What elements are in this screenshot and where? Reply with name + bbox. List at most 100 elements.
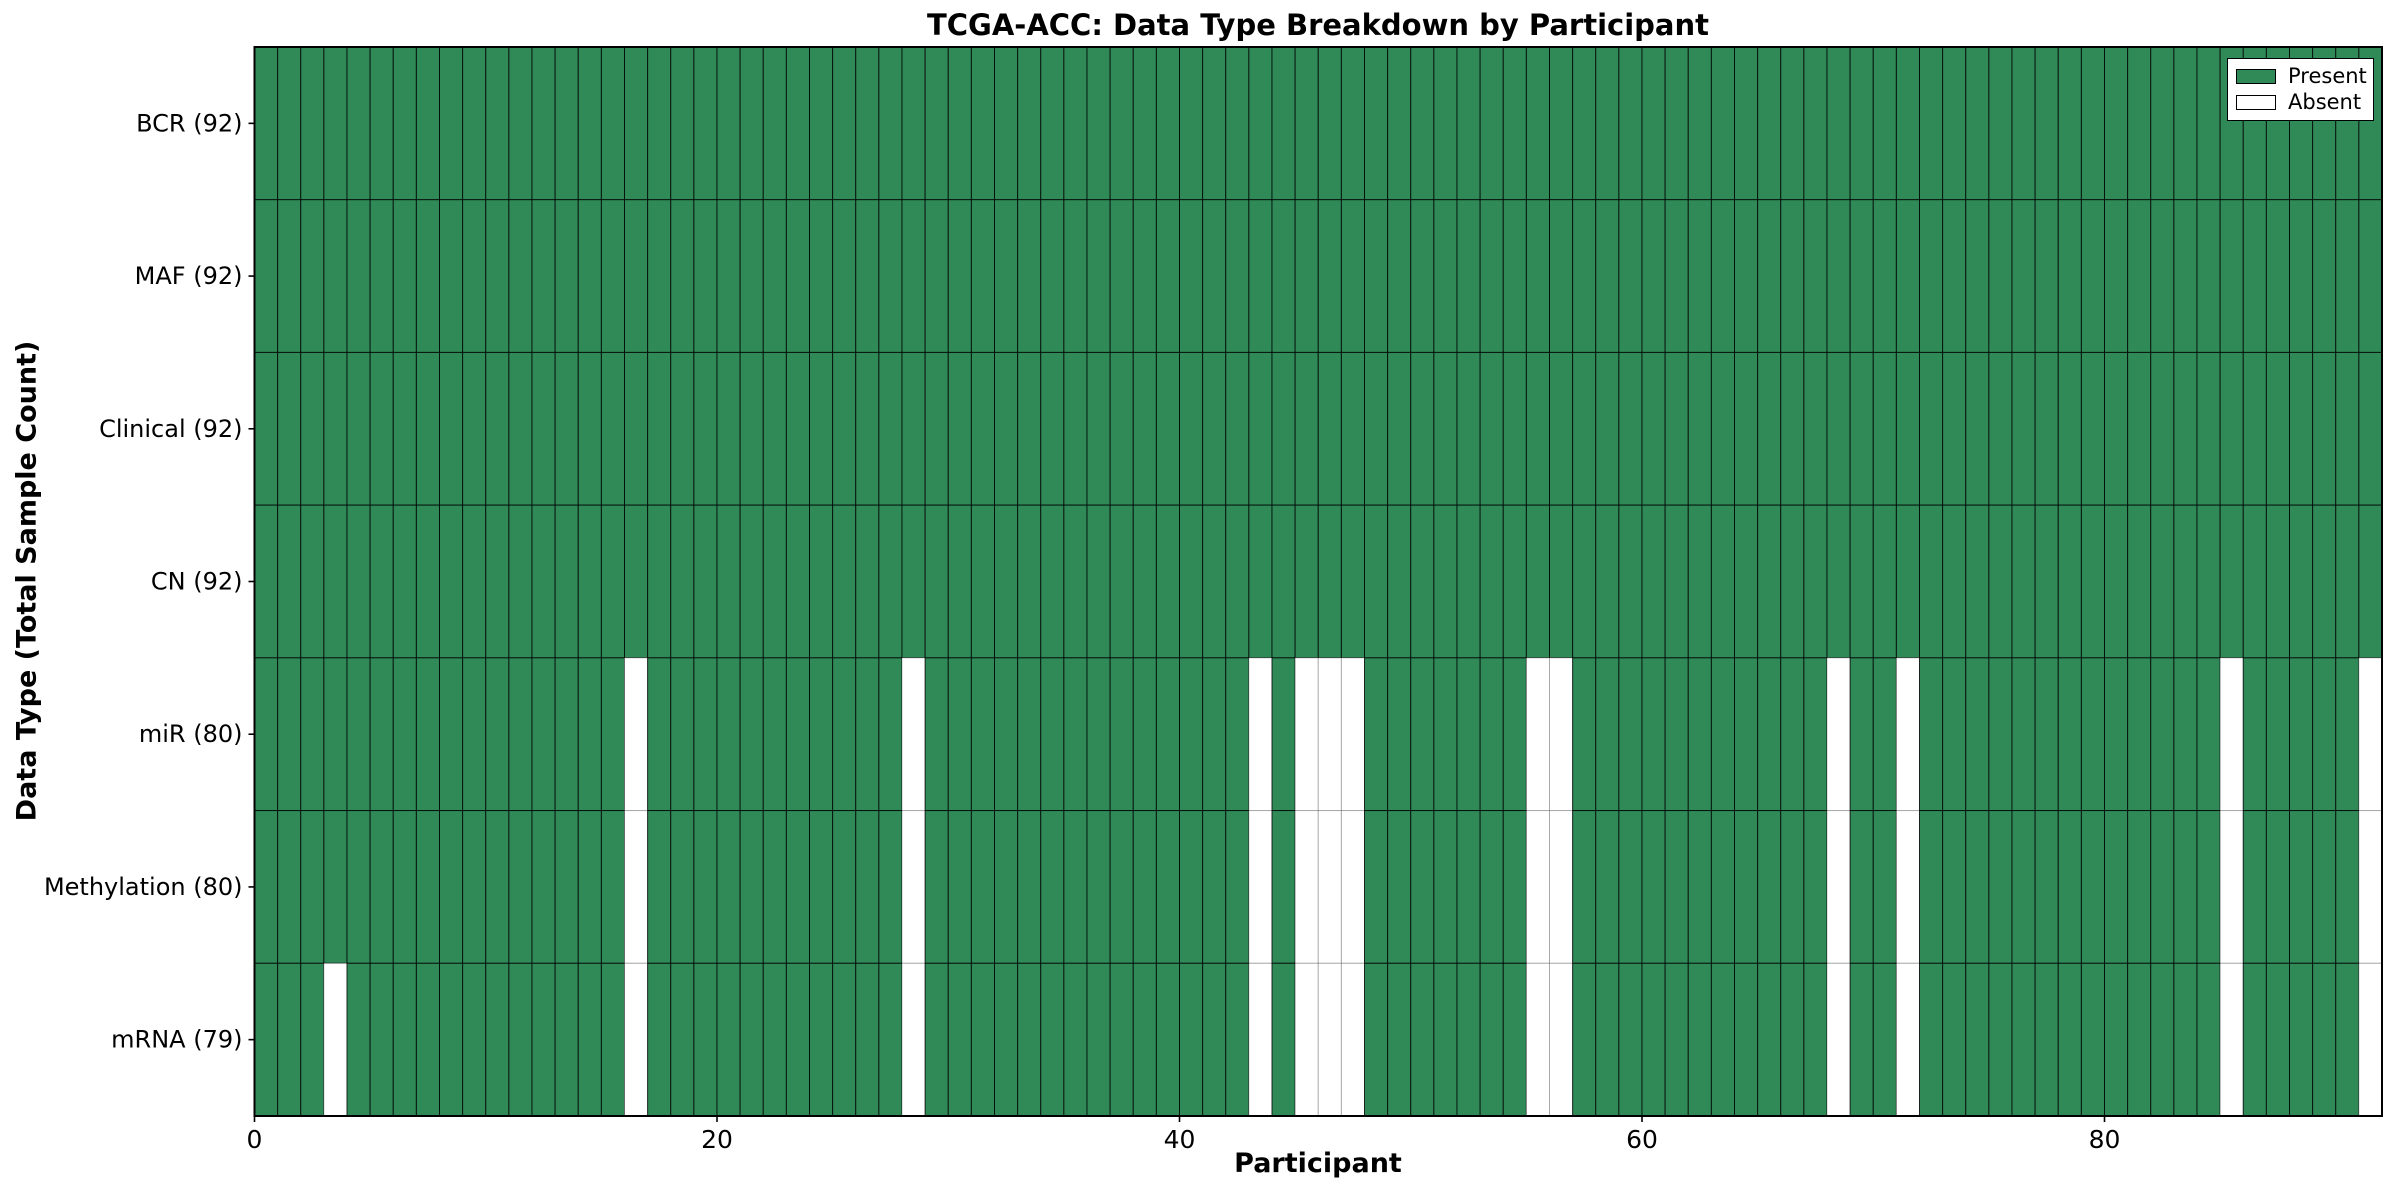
grid-cell [1294, 504, 1319, 659]
grid-cell [1364, 810, 1389, 964]
grid-cell [1456, 657, 1481, 812]
grid-cell [2150, 657, 2175, 812]
grid-cell [2312, 810, 2337, 964]
grid-cell [924, 810, 949, 964]
grid-cell [439, 962, 464, 1117]
grid-cell [2358, 657, 2383, 812]
grid-cell [1872, 962, 1897, 1117]
grid-cell [1595, 962, 1620, 1117]
grid-cell [1595, 46, 1620, 201]
grid-cell [323, 199, 348, 353]
x-axis-title: Participant [1234, 1148, 1402, 1179]
grid-cell [2034, 199, 2059, 353]
grid-cell [1780, 962, 1805, 1117]
grid-cell [600, 199, 626, 353]
grid-cell [994, 351, 1019, 506]
grid-cell [2011, 504, 2036, 659]
grid-cell [809, 962, 834, 1117]
grid-cell [762, 199, 787, 353]
grid-cell [2127, 657, 2152, 812]
grid-cell [832, 199, 857, 353]
grid-cell [832, 962, 857, 1117]
grid-cell [1155, 504, 1181, 659]
grid-cell [2080, 810, 2106, 964]
grid-cell [1132, 657, 1157, 812]
y-tick-label: miR (80) [139, 720, 243, 748]
grid-cell [1132, 199, 1157, 353]
grid-cell [947, 46, 972, 201]
grid-cell [1340, 962, 1366, 1117]
grid-cell [1826, 810, 1851, 964]
grid-cell [1942, 962, 1967, 1117]
grid-cell [670, 657, 695, 812]
grid-cell [1641, 199, 1666, 353]
grid-cell [994, 504, 1019, 659]
grid-cell [1202, 199, 1227, 353]
grid-cell [1618, 351, 1643, 506]
grid-cell [1317, 504, 1342, 659]
grid-cell [1225, 199, 1250, 353]
grid-cell [1179, 351, 1204, 506]
grid-cell [1988, 504, 2013, 659]
grid-cell [1225, 810, 1250, 964]
grid-cell [739, 351, 764, 506]
grid-cell [2358, 199, 2383, 353]
grid-cell [1387, 810, 1412, 964]
grid-cell [1479, 46, 1504, 201]
grid-cell [2335, 199, 2360, 353]
grid-cell [809, 199, 834, 353]
grid-cell [1502, 199, 1527, 353]
grid-cell [970, 657, 996, 812]
grid-cell [2173, 46, 2198, 201]
grid-cell [254, 810, 279, 964]
grid-cell [1132, 351, 1157, 506]
grid-cell [1225, 504, 1250, 659]
grid-cell [1687, 810, 1712, 964]
grid-cell [693, 657, 718, 812]
grid-cell [1063, 657, 1088, 812]
grid-cell [1641, 351, 1666, 506]
grid-cell [462, 46, 487, 201]
grid-cell [1433, 657, 1458, 812]
grid-cell [785, 810, 811, 964]
grid-cell [624, 351, 649, 506]
grid-cell [485, 657, 510, 812]
grid-cell [924, 504, 949, 659]
grid-cell [878, 351, 903, 506]
grid-cell [1780, 810, 1805, 964]
grid-cell [2011, 657, 2036, 812]
grid-cell [1826, 657, 1851, 812]
grid-cell [2289, 504, 2314, 659]
grid-cell [323, 810, 348, 964]
grid-cell [2057, 351, 2082, 506]
grid-cell [1803, 46, 1828, 201]
grid-cell [1641, 504, 1666, 659]
grid-cell [624, 504, 649, 659]
grid-cell [1248, 351, 1273, 506]
grid-cell [600, 351, 626, 506]
grid-cell [1364, 199, 1389, 353]
grid-cell [947, 962, 972, 1117]
grid-cell [970, 351, 996, 506]
grid-cell [1618, 962, 1643, 1117]
legend-present-swatch [2236, 69, 2276, 84]
grid-cell [2196, 351, 2221, 506]
grid-cell [1895, 657, 1921, 812]
grid-cell [1155, 962, 1181, 1117]
grid-cell [1687, 351, 1712, 506]
grid-cell [901, 810, 926, 964]
grid-cell [1549, 46, 1574, 201]
grid-cell [1387, 504, 1412, 659]
grid-cell [1502, 657, 1527, 812]
grid-cell [624, 199, 649, 353]
grid-cell [1549, 962, 1574, 1117]
grid-cell [1040, 199, 1065, 353]
grid-cell [2034, 504, 2059, 659]
grid-cell [300, 46, 325, 201]
grid-cell [1525, 657, 1551, 812]
grid-cell [1179, 657, 1204, 812]
grid-cell [693, 962, 718, 1117]
grid-cell [1271, 351, 1296, 506]
grid-cell [1364, 962, 1389, 1117]
grid-cell [716, 504, 741, 659]
